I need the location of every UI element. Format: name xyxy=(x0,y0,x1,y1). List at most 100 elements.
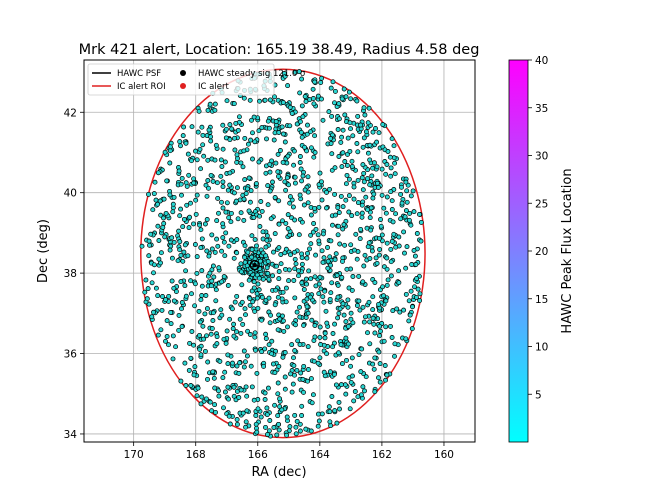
hawc-flux-point xyxy=(268,312,274,318)
hawc-flux-point xyxy=(407,312,413,318)
hawc-flux-point xyxy=(335,232,341,238)
hawc-flux-point xyxy=(320,294,326,300)
hawc-flux-point xyxy=(274,432,280,438)
hawc-flux-point xyxy=(390,308,396,314)
hawc-flux-point xyxy=(296,69,302,75)
hawc-flux-point xyxy=(403,179,409,185)
hawc-flux-point xyxy=(313,226,319,232)
hawc-flux-point xyxy=(280,289,286,295)
hawc-flux-point xyxy=(411,248,417,253)
hawc-flux-point xyxy=(311,101,317,107)
hawc-flux-point xyxy=(234,293,240,299)
hawc-flux-point xyxy=(346,209,352,215)
hawc-flux-point xyxy=(185,253,191,259)
hawc-flux-point xyxy=(243,312,248,318)
hawc-flux-point xyxy=(334,420,340,426)
hawc-flux-point xyxy=(328,136,333,141)
hawc-flux-point xyxy=(280,313,285,319)
hawc-flux-point xyxy=(251,215,257,220)
hawc-flux-point xyxy=(349,164,355,169)
hawc-flux-point xyxy=(325,265,331,271)
hawc-flux-point xyxy=(273,287,279,293)
hawc-flux-point xyxy=(354,303,360,308)
hawc-flux-point xyxy=(156,238,162,243)
hawc-flux-point xyxy=(316,281,322,287)
hawc-flux-point xyxy=(292,180,298,186)
hawc-flux-point xyxy=(277,396,283,402)
hawc-flux-point xyxy=(272,402,278,408)
hawc-flux-point xyxy=(299,76,305,82)
colorbar-tick-label: 20 xyxy=(535,246,548,258)
hawc-flux-point xyxy=(309,400,315,406)
hawc-flux-point xyxy=(258,414,264,420)
hawc-flux-point xyxy=(291,148,297,154)
hawc-flux-point xyxy=(258,199,264,204)
hawc-flux-point xyxy=(296,268,301,274)
hawc-flux-point xyxy=(291,355,296,361)
hawc-flux-point xyxy=(230,326,236,332)
hawc-flux-point xyxy=(191,221,196,227)
hawc-flux-point xyxy=(220,122,226,128)
hawc-flux-point xyxy=(365,150,371,156)
hawc-flux-point xyxy=(303,99,309,104)
hawc-flux-point xyxy=(345,135,351,141)
hawc-flux-point xyxy=(294,121,300,127)
hawc-flux-point xyxy=(263,244,269,250)
hawc-flux-point xyxy=(253,181,259,187)
hawc-flux-point xyxy=(222,159,228,165)
hawc-flux-point xyxy=(367,256,373,261)
hawc-flux-point xyxy=(224,98,230,104)
hawc-flux-point xyxy=(283,299,289,305)
hawc-flux-point xyxy=(222,369,228,375)
hawc-flux-point xyxy=(289,389,295,395)
colorbar-tick-label: 5 xyxy=(535,389,542,401)
hawc-flux-point xyxy=(233,198,239,204)
hawc-flux-point xyxy=(356,298,362,304)
hawc-flux-point xyxy=(397,309,403,315)
hawc-flux-point xyxy=(282,350,288,355)
legend-box xyxy=(87,63,275,96)
hawc-flux-point xyxy=(342,112,348,118)
hawc-flux-point xyxy=(294,309,300,315)
hawc-flux-point xyxy=(349,355,355,361)
hawc-flux-point xyxy=(308,232,314,238)
hawc-flux-point xyxy=(173,289,179,294)
hawc-flux-point xyxy=(332,165,338,171)
hawc-flux-point xyxy=(267,320,273,326)
hawc-flux-point xyxy=(266,428,272,434)
hawc-flux-point xyxy=(255,305,261,311)
colorbar-ticks: 5 10 15 20 25 30 35 40 xyxy=(528,55,548,401)
hawc-flux-point xyxy=(316,204,322,210)
legend-ic-alert-swatch xyxy=(180,83,186,89)
hawc-flux-point xyxy=(281,328,287,334)
hawc-flux-point xyxy=(275,151,281,157)
hawc-flux-point xyxy=(259,349,265,355)
hawc-flux-point xyxy=(250,156,255,162)
hawc-flux-point xyxy=(269,158,275,164)
hawc-flux-point xyxy=(280,318,286,324)
hawc-flux-point xyxy=(151,262,157,268)
hawc-flux-point xyxy=(230,360,235,366)
hawc-flux-point xyxy=(241,148,247,154)
hawc-flux-point xyxy=(392,353,397,359)
hawc-flux-point xyxy=(223,230,229,236)
hawc-flux-point xyxy=(320,259,326,265)
hawc-flux-point xyxy=(287,104,293,110)
hawc-flux-point xyxy=(288,371,293,377)
hawc-flux-point xyxy=(376,252,382,258)
hawc-flux-point xyxy=(168,310,174,315)
hawc-flux-point xyxy=(179,300,185,305)
hawc-flux-point xyxy=(384,162,390,167)
hawc-flux-point xyxy=(276,198,282,204)
hawc-flux-point xyxy=(347,406,353,412)
hawc-flux-point xyxy=(227,122,233,128)
hawc-flux-point xyxy=(169,255,175,261)
hawc-flux-point xyxy=(299,251,305,257)
hawc-flux-point xyxy=(276,221,282,227)
hawc-flux-point xyxy=(238,160,244,166)
hawc-flux-point xyxy=(266,295,272,301)
hawc-flux-point xyxy=(297,154,303,159)
hawc-flux-point xyxy=(238,387,244,393)
hawc-flux-point xyxy=(150,207,156,213)
hawc-flux-point xyxy=(291,363,297,369)
